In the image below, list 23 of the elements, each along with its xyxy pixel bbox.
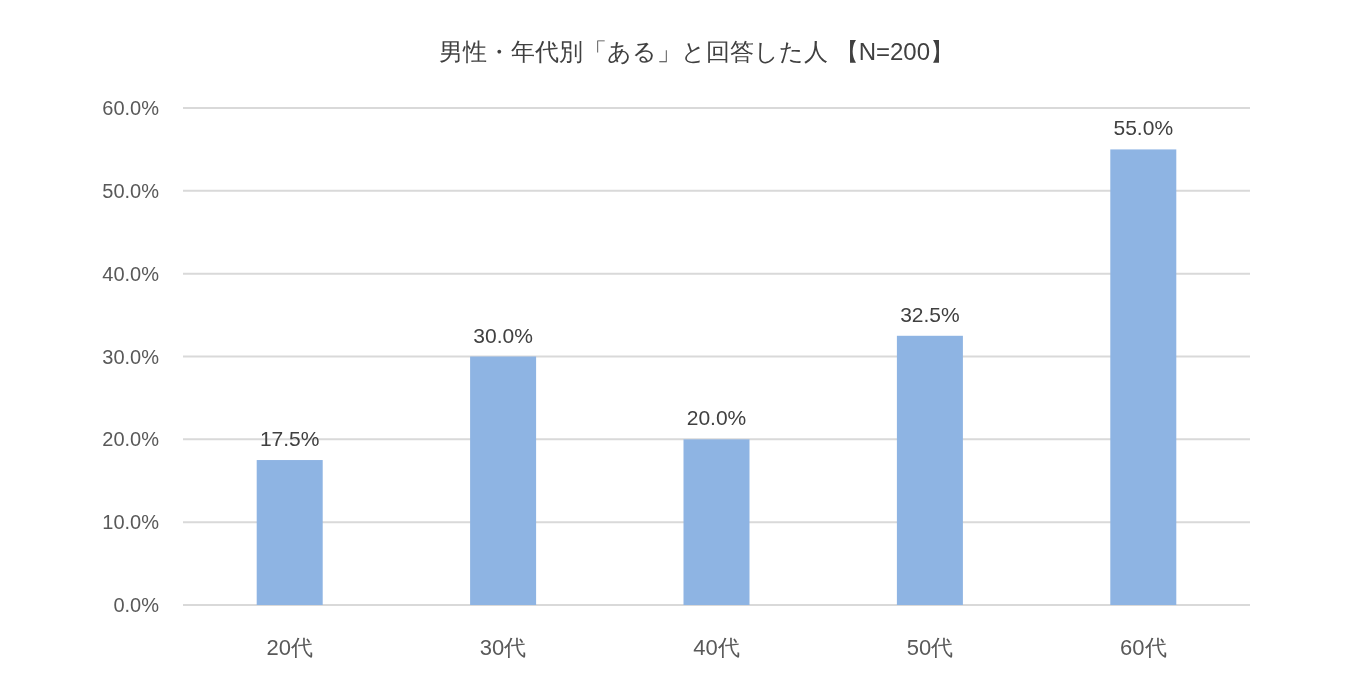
x-tick-label: 30代 [479,635,527,660]
bar [1110,149,1177,605]
x-tick-label: 20代 [266,635,313,660]
bar [470,356,537,605]
data-label: 32.5% [900,302,960,326]
x-tick-label: 60代 [1120,635,1167,660]
y-tick-label: 10.0% [102,511,160,534]
y-tick-label: 50.0% [102,179,160,202]
bar [683,439,750,605]
data-label: 30.0% [473,323,533,347]
data-label: 55.0% [1113,116,1174,140]
data-label: 20.0% [686,406,747,430]
y-tick-label: 40.0% [102,262,160,285]
bar [896,335,963,605]
chart-title: 男性・年代別「ある」と回答した人 【N=200】 [438,38,955,65]
y-tick-label: 0.0% [113,594,160,616]
bar [256,460,323,605]
data-label: 17.5% [259,427,320,451]
x-tick-label: 50代 [906,635,954,660]
y-tick-label: 20.0% [102,428,160,451]
y-tick-label: 60.0% [102,97,160,119]
y-tick-label: 30.0% [102,345,160,368]
x-tick-label: 40代 [693,635,740,660]
